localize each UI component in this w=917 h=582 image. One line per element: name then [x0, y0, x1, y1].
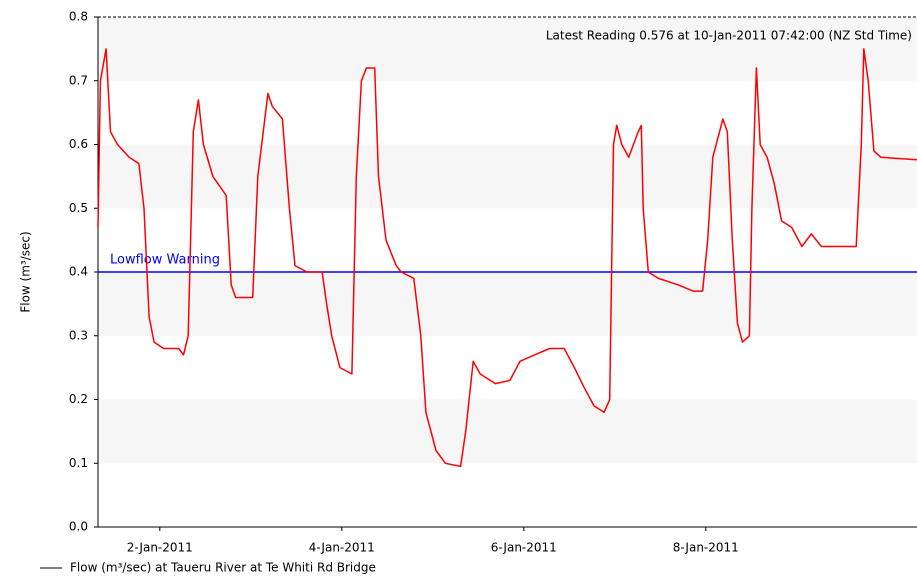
x-tick-label: 4-Jan-2011 — [309, 541, 375, 555]
y-tick-label: 0.1 — [69, 456, 88, 470]
y-tick-label: 0.0 — [69, 520, 88, 534]
x-tick-label: 2-Jan-2011 — [127, 541, 193, 555]
y-axis-label: Flow (m³/sec) — [19, 231, 33, 312]
band — [98, 399, 917, 464]
y-tick-label: 0.5 — [69, 201, 88, 215]
y-tick-label: 0.2 — [69, 392, 88, 406]
y-tick-label: 0.6 — [69, 137, 88, 151]
series-line — [97, 48, 917, 468]
y-tick-label: 0.8 — [69, 10, 88, 24]
y-tick-label: 0.4 — [69, 265, 88, 279]
x-tick-label: 8-Jan-2011 — [673, 541, 739, 555]
annotation: Latest Reading 0.576 at 10-Jan-2011 07:4… — [546, 29, 912, 43]
band — [98, 144, 917, 209]
threshold-label: Lowflow Warning — [110, 253, 220, 268]
x-tick-label: 6-Jan-2011 — [491, 541, 557, 555]
legend-label: Flow (m³/sec) at Taueru River at Te Whit… — [70, 561, 376, 575]
y-tick-label: 0.3 — [69, 328, 88, 342]
y-tick-label: 0.7 — [69, 73, 88, 87]
band — [98, 272, 917, 336]
band — [98, 17, 917, 81]
